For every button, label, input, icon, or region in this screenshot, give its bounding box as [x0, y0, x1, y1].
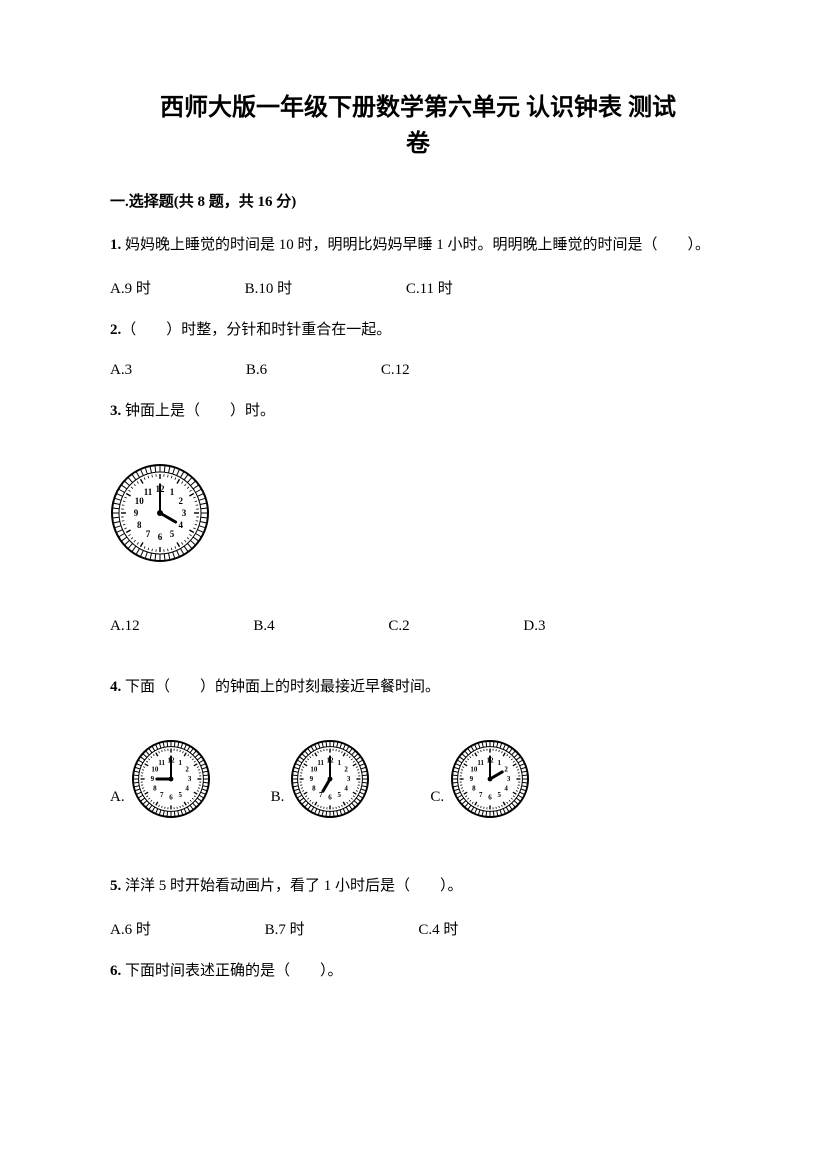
- q3-opt-b: B.4: [253, 618, 274, 635]
- svg-text:11: 11: [318, 759, 325, 767]
- q4-clock-a: 123456789101112: [131, 739, 211, 824]
- q2-text: （ ）时整，分针和时针重合在一起。: [121, 322, 391, 338]
- svg-text:4: 4: [504, 784, 508, 792]
- q4-label-a: A.: [110, 789, 125, 824]
- section-1-header: 一.选择题(共 8 题，共 16 分): [110, 190, 726, 211]
- q6-text: 下面时间表述正确的是（ ）。: [121, 963, 342, 979]
- q4-num: 4.: [110, 679, 121, 695]
- svg-text:3: 3: [182, 508, 187, 518]
- q2-opt-b: B.6: [246, 362, 267, 379]
- q3-clock: 123456789101112: [110, 463, 210, 568]
- svg-text:9: 9: [150, 775, 154, 783]
- q3-num: 3.: [110, 403, 121, 419]
- q5-options: A.6 时 B.7 时 C.4 时: [110, 918, 726, 939]
- svg-text:9: 9: [310, 775, 314, 783]
- svg-text:11: 11: [158, 759, 165, 767]
- svg-text:9: 9: [470, 775, 474, 783]
- svg-text:1: 1: [178, 759, 182, 767]
- question-3: 3. 钟面上是（ ）时。: [110, 399, 726, 423]
- svg-text:2: 2: [345, 766, 349, 774]
- svg-text:5: 5: [170, 529, 175, 539]
- q3-opt-a: A.12: [110, 618, 140, 635]
- svg-text:8: 8: [313, 784, 317, 792]
- title-line-1: 西师大版一年级下册数学第六单元 认识钟表 测试: [110, 90, 726, 126]
- svg-text:5: 5: [338, 791, 342, 799]
- q2-options: A.3 B.6 C.12: [110, 362, 726, 379]
- svg-text:4: 4: [185, 784, 189, 792]
- page-title: 西师大版一年级下册数学第六单元 认识钟表 测试 卷: [110, 90, 726, 162]
- svg-text:5: 5: [178, 791, 182, 799]
- question-6: 6. 下面时间表述正确的是（ ）。: [110, 959, 726, 983]
- svg-text:7: 7: [479, 791, 483, 799]
- svg-text:3: 3: [187, 775, 191, 783]
- svg-text:4: 4: [179, 520, 184, 530]
- svg-text:1: 1: [170, 487, 175, 497]
- svg-text:2: 2: [185, 766, 189, 774]
- svg-text:5: 5: [498, 791, 502, 799]
- q2-opt-c: C.12: [381, 362, 410, 379]
- svg-text:8: 8: [472, 784, 476, 792]
- q5-num: 5.: [110, 878, 121, 894]
- q5-opt-c: C.4 时: [418, 918, 458, 939]
- svg-text:10: 10: [135, 496, 145, 506]
- svg-text:2: 2: [179, 496, 184, 506]
- svg-text:1: 1: [498, 759, 502, 767]
- q4-label-c: C.: [430, 789, 444, 824]
- question-2: 2.（ ）时整，分针和时针重合在一起。: [110, 318, 726, 342]
- svg-text:9: 9: [134, 508, 139, 518]
- svg-text:8: 8: [153, 784, 157, 792]
- q1-opt-b: B.10 时: [245, 277, 293, 298]
- q4-clock-b: 123456789101112: [290, 739, 370, 824]
- q6-num: 6.: [110, 963, 121, 979]
- svg-text:6: 6: [169, 794, 173, 802]
- svg-text:7: 7: [160, 791, 164, 799]
- q4-clock-row: A. 123456789101112 B. 123456789101112 C.…: [110, 739, 726, 824]
- q4-label-b: B.: [271, 789, 285, 824]
- q4-text: 下面（ ）的钟面上的时刻最接近早餐时间。: [121, 679, 440, 695]
- svg-text:4: 4: [345, 784, 349, 792]
- q2-num: 2.: [110, 322, 121, 338]
- question-4: 4. 下面（ ）的钟面上的时刻最接近早餐时间。: [110, 675, 726, 699]
- svg-text:8: 8: [137, 520, 142, 530]
- q1-options: A.9 时 B.10 时 C.11 时: [110, 277, 726, 298]
- q3-options: A.12 B.4 C.2 D.3: [110, 618, 726, 635]
- svg-text:6: 6: [329, 794, 333, 802]
- q1-opt-a: A.9 时: [110, 277, 151, 298]
- svg-text:3: 3: [507, 775, 511, 783]
- q5-text: 洋洋 5 时开始看动画片，看了 1 小时后是（ ）。: [121, 878, 462, 894]
- svg-text:11: 11: [144, 487, 153, 497]
- svg-text:1: 1: [338, 759, 342, 767]
- q1-opt-c: C.11 时: [406, 277, 453, 298]
- svg-text:7: 7: [146, 529, 151, 539]
- question-1: 1. 妈妈晚上睡觉的时间是 10 时，明明比妈妈早睡 1 小时。明明晚上睡觉的时…: [110, 233, 726, 257]
- q3-clock-row: 123456789101112: [110, 463, 726, 568]
- svg-text:3: 3: [347, 775, 351, 783]
- q5-opt-a: A.6 时: [110, 918, 151, 939]
- q1-num: 1.: [110, 237, 121, 253]
- q3-text: 钟面上是（ ）时。: [121, 403, 275, 419]
- svg-text:6: 6: [158, 532, 163, 542]
- question-5: 5. 洋洋 5 时开始看动画片，看了 1 小时后是（ ）。: [110, 874, 726, 898]
- q1-text: 妈妈晚上睡觉的时间是 10 时，明明比妈妈早睡 1 小时。明明晚上睡觉的时间是（…: [121, 237, 710, 253]
- q2-opt-a: A.3: [110, 362, 132, 379]
- svg-text:11: 11: [478, 759, 485, 767]
- svg-text:6: 6: [488, 794, 492, 802]
- q5-opt-b: B.7 时: [265, 918, 305, 939]
- q3-opt-c: C.2: [388, 618, 409, 635]
- svg-text:2: 2: [504, 766, 508, 774]
- title-line-2: 卷: [110, 126, 726, 162]
- q4-clock-c: 123456789101112: [450, 739, 530, 824]
- q3-opt-d: D.3: [523, 618, 545, 635]
